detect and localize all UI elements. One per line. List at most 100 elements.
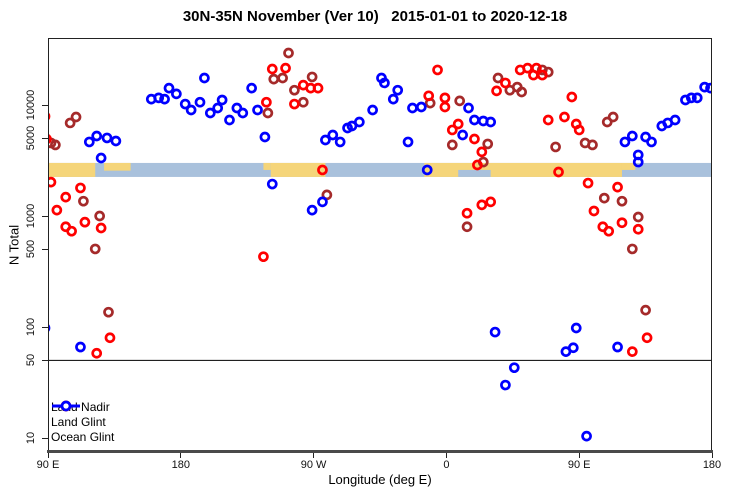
data-point-ocean-glint — [266, 178, 278, 190]
data-point-land-glint — [485, 196, 497, 208]
y-tick-label: 5000 — [25, 126, 37, 151]
data-point-ocean-glint — [387, 93, 399, 105]
data-point-ocean-glint — [95, 152, 107, 164]
data-point-ocean-glint — [83, 136, 95, 148]
data-point-ocean-glint — [224, 114, 235, 126]
y-tick-label: 500 — [25, 240, 37, 259]
data-point-land-glint — [104, 332, 116, 344]
data-point-ocean-glint — [185, 104, 197, 116]
data-point-land-glint — [312, 82, 324, 94]
data-point-land-nadir — [587, 139, 598, 151]
data-point-land-nadir — [321, 189, 333, 201]
chart-svg — [49, 47, 711, 442]
y-tick-label: 10000 — [25, 89, 37, 121]
data-point-ocean-glint — [327, 129, 339, 141]
legend-label: Land Glint — [51, 415, 106, 429]
data-point-land-glint — [469, 133, 480, 145]
data-point-ocean-glint — [212, 102, 224, 114]
data-point-ocean-glint — [171, 88, 182, 100]
data-point-ocean-glint — [489, 326, 501, 338]
data-point-land-nadir — [607, 111, 619, 123]
data-point-land-nadir — [262, 107, 274, 119]
data-point-ocean-glint — [199, 72, 210, 84]
data-point-land-glint — [472, 159, 483, 171]
y-tick-mark — [42, 215, 48, 217]
data-point-land-nadir — [103, 306, 114, 318]
data-point-land-glint — [266, 63, 278, 75]
legend-item: Ocean Glint — [51, 400, 115, 444]
data-point-land-nadir — [268, 73, 280, 85]
y-tick-mark — [42, 359, 48, 361]
data-point-ocean-glint — [457, 129, 468, 141]
data-point-land-glint — [452, 118, 464, 130]
x-tick-mark — [180, 453, 182, 458]
map-strip-land-partial — [621, 162, 636, 170]
legend-label: Ocean Glint — [51, 430, 115, 444]
data-point-land-nadir — [626, 243, 638, 255]
legend-item: Land Glint — [51, 400, 114, 429]
x-axis-title: Longitude (deg E) — [328, 472, 432, 487]
data-point-land-nadir — [289, 84, 300, 96]
data-point-ocean-glint — [75, 341, 86, 353]
data-point-land-nadir — [94, 210, 105, 222]
data-point-land-nadir — [616, 195, 628, 207]
data-point-land-glint — [626, 346, 638, 357]
data-point-land-glint — [553, 166, 564, 178]
y-tick-label: 50 — [25, 354, 37, 367]
data-point-land-glint — [461, 207, 473, 219]
x-tick-label: 90 E — [567, 459, 591, 471]
data-point-land-glint — [536, 69, 548, 81]
data-point-land-glint — [280, 62, 291, 74]
data-point-ocean-glint — [306, 204, 318, 216]
y-tick-mark — [42, 326, 48, 328]
data-point-land-glint — [641, 332, 653, 344]
x-tick-mark — [578, 453, 580, 458]
data-point-ocean-glint — [421, 164, 433, 176]
data-point-land-nadir — [482, 138, 494, 150]
map-strip-land-partial — [263, 162, 271, 170]
data-point-land-nadir — [454, 95, 466, 107]
data-point-land-glint — [261, 96, 272, 108]
data-point-ocean-glint — [415, 101, 427, 113]
data-point-ocean-glint — [705, 82, 711, 94]
data-point-land-glint — [446, 124, 458, 136]
data-point-ocean-glint — [392, 84, 404, 96]
data-point-ocean-glint — [110, 135, 122, 147]
data-point-ocean-glint — [407, 102, 418, 114]
data-point-land-glint — [491, 85, 502, 97]
data-point-land-glint — [542, 114, 554, 126]
data-point-ocean-glint — [646, 136, 657, 148]
data-point-land-nadir — [632, 211, 644, 223]
data-point-land-glint — [258, 251, 269, 263]
x-tick-label: 180 — [171, 459, 190, 471]
data-point-land-glint — [423, 90, 435, 102]
data-point-ocean-glint — [500, 379, 511, 391]
x-axis-line — [47, 450, 713, 453]
data-point-land-glint — [476, 146, 488, 158]
plot-area: Land Nadir Land Glint Ocean Glint — [48, 38, 712, 452]
data-point-ocean-glint — [612, 341, 623, 353]
data-point-ocean-glint — [237, 107, 249, 119]
chart-title: 30N-35N November (Ver 10) 2015-01-01 to … — [182, 8, 568, 25]
data-point-land-glint — [500, 77, 511, 89]
data-point-land-nadir — [283, 47, 294, 59]
data-point-land-glint — [49, 176, 57, 188]
data-point-ocean-glint — [259, 131, 271, 143]
map-strip-land-partial — [104, 162, 131, 171]
data-point-land-glint — [528, 69, 539, 81]
legend: Land Nadir Land Glint Ocean Glint — [51, 400, 114, 444]
data-point-ocean-glint — [402, 136, 414, 148]
data-point-ocean-glint — [485, 116, 497, 128]
data-point-land-nadir — [70, 111, 82, 123]
data-point-ocean-glint — [469, 114, 480, 126]
data-point-ocean-glint — [91, 130, 103, 142]
data-point-ocean-glint — [334, 136, 346, 148]
data-point-land-glint — [566, 91, 578, 103]
data-point-land-glint — [439, 92, 451, 104]
data-point-ocean-glint — [252, 104, 263, 116]
legend-marker-icon — [52, 400, 80, 412]
data-point-land-glint — [317, 164, 328, 176]
data-point-land-nadir — [550, 141, 561, 153]
data-point-ocean-glint — [353, 116, 365, 128]
data-point-land-nadir — [461, 221, 473, 233]
